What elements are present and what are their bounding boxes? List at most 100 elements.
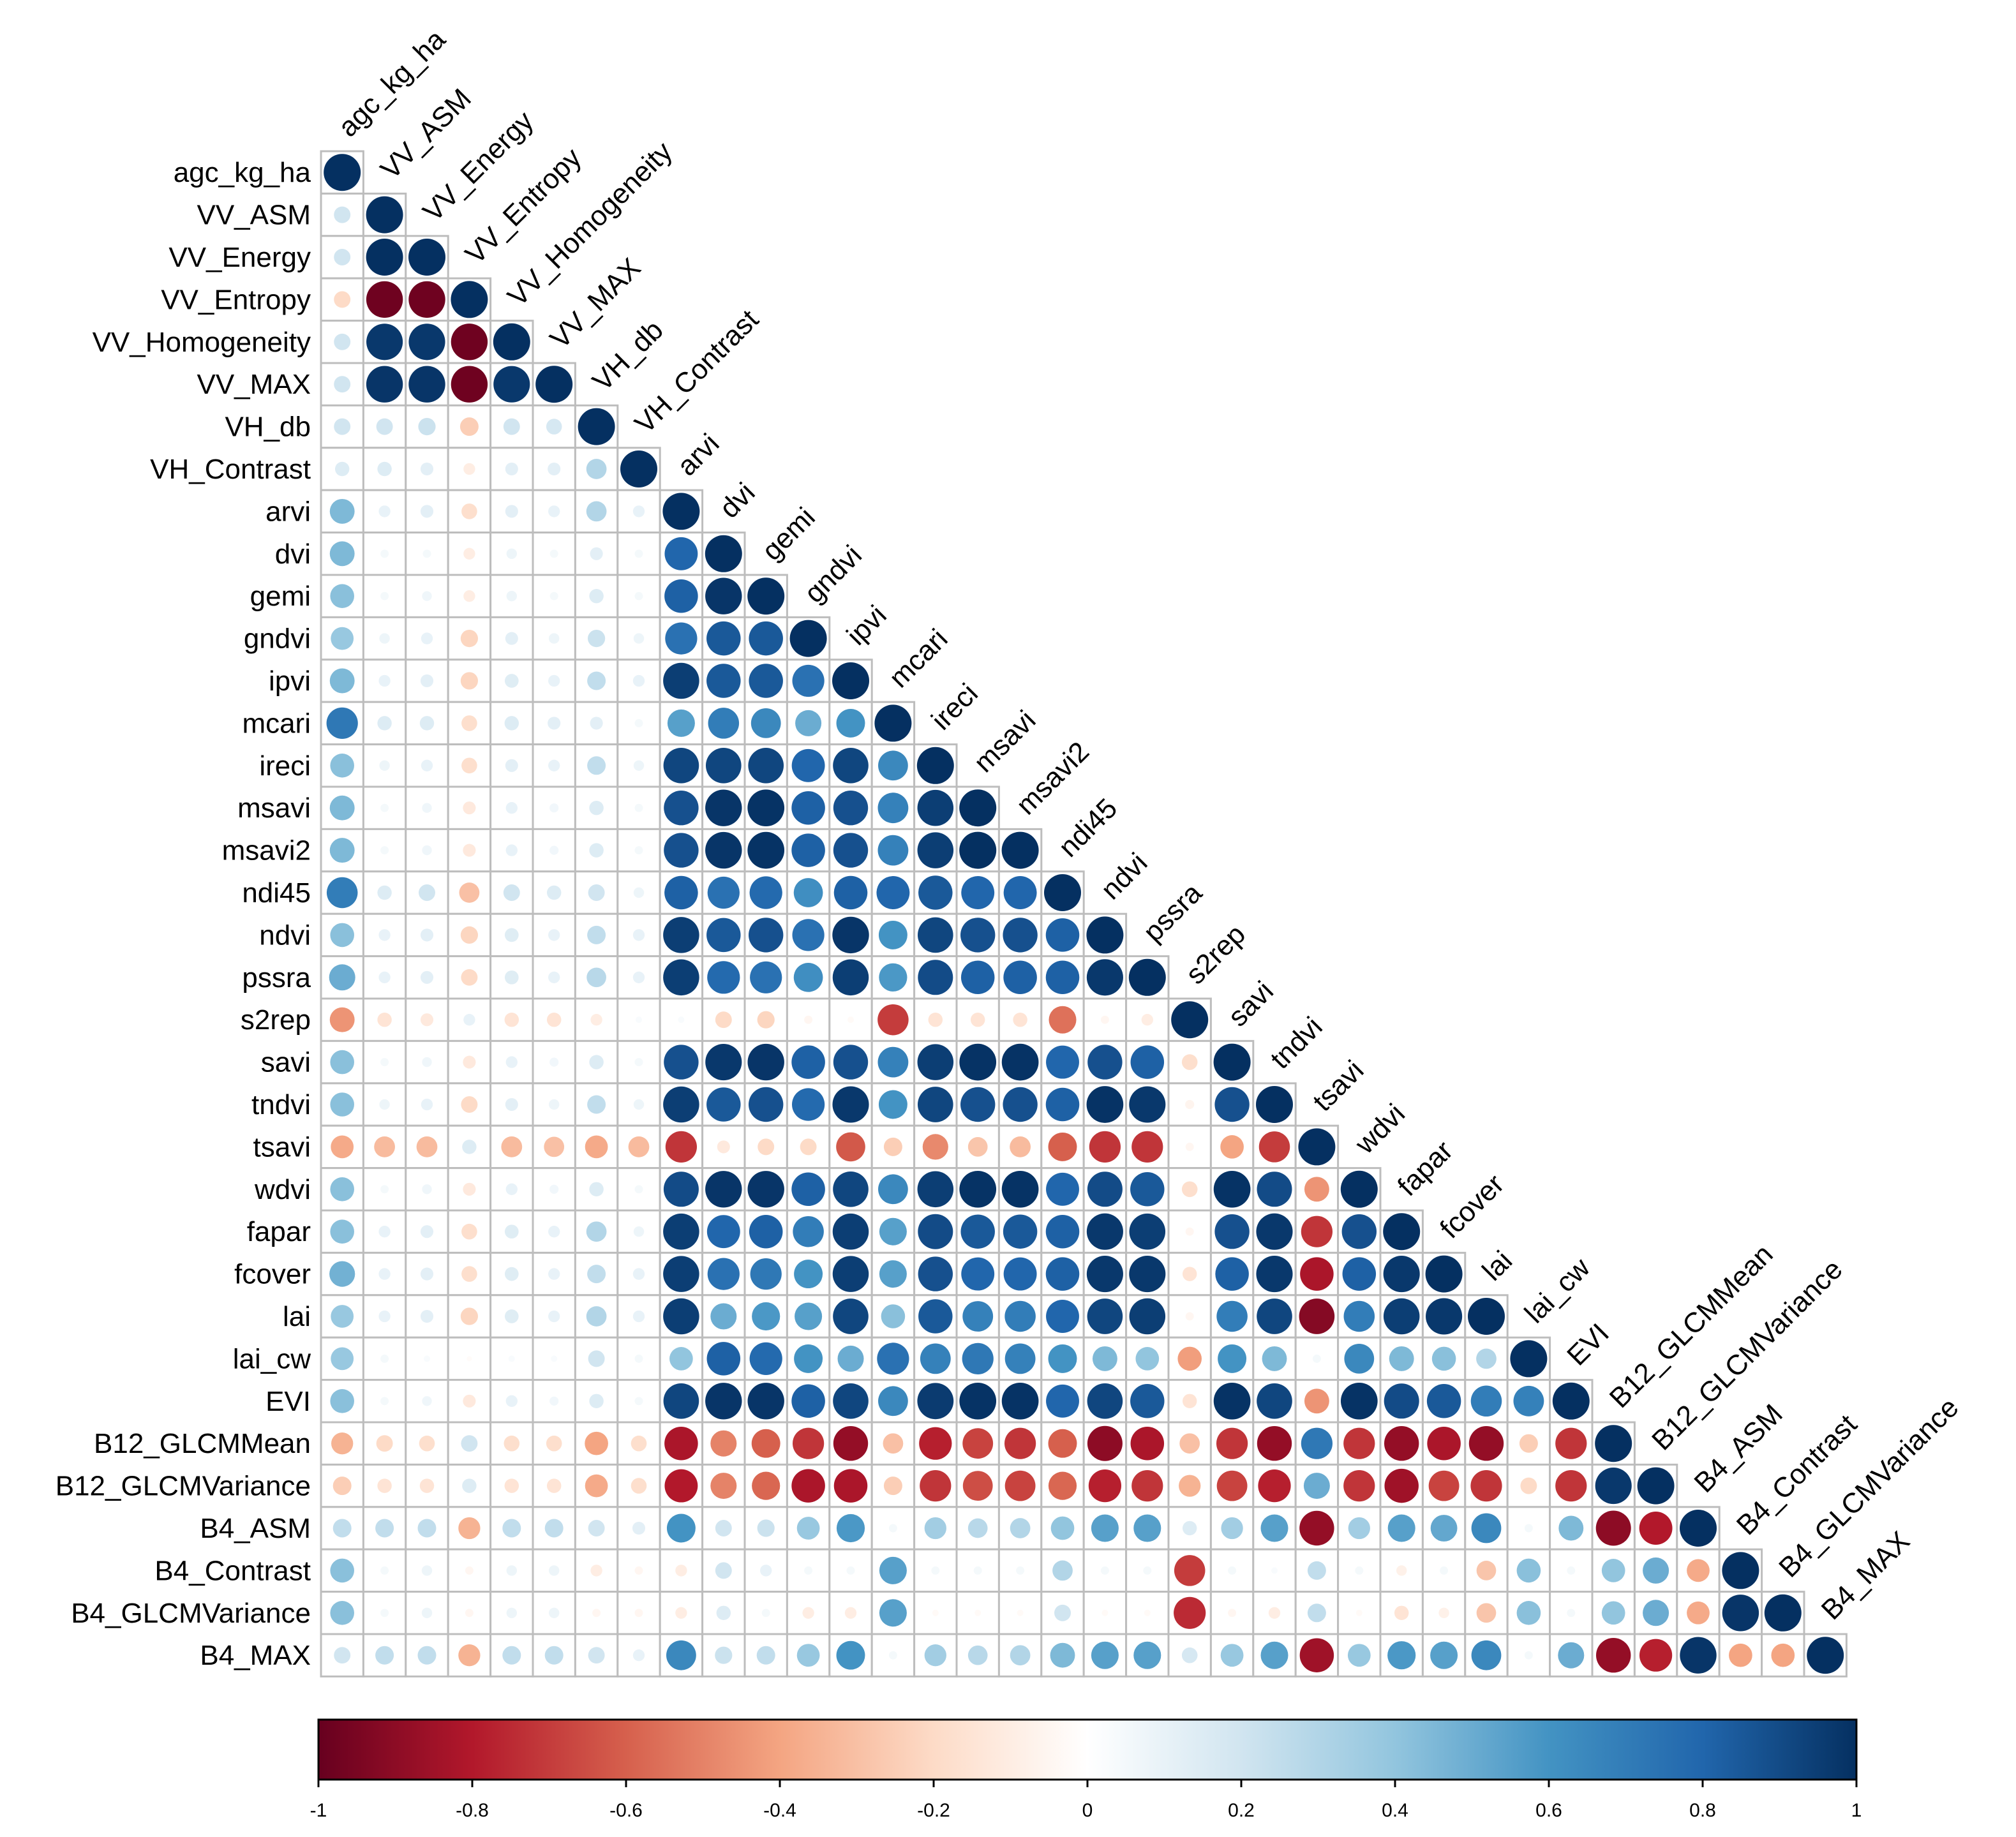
corr-circle-tsavi-VV_ASM [374, 1136, 395, 1157]
corr-circle-tsavi-gndvi [800, 1138, 817, 1156]
corr-circle-B4_GLCMVariance-B12_GLCMMean [1601, 1601, 1625, 1625]
row-label: s2rep [241, 1004, 311, 1036]
corr-circle-dvi-dvi [705, 535, 742, 572]
corr-circle-msavi2-msavi [959, 831, 997, 869]
row-label: fapar [247, 1216, 311, 1247]
row-label: VV_Homogeneity [93, 327, 311, 358]
corr-circle-ndi45-VV_Energy [419, 884, 435, 901]
corr-circle-B12_GLCMMean-EVI [1555, 1427, 1587, 1459]
corr-circle-ndi45-ndi45 [1044, 874, 1081, 911]
corr-circle-tsavi-mcari [883, 1137, 902, 1156]
corr-circle-B4_GLCMVariance-pssra [1144, 1609, 1151, 1616]
row-label: B4_GLCMVariance [71, 1598, 311, 1629]
corr-circle-fcover-VV_Entropy [461, 1266, 477, 1282]
corr-circle-B4_ASM-VV_Homogeneity [502, 1519, 521, 1538]
corr-circle-gndvi-arvi [665, 622, 698, 655]
corr-circle-pssra-VV_Entropy [461, 969, 478, 986]
corr-circle-lai_cw-ndi45 [1048, 1344, 1077, 1373]
row-label: savi [261, 1047, 311, 1078]
corr-circle-EVI-fapar [1384, 1383, 1419, 1419]
row-label: ndvi [259, 919, 311, 951]
corr-circle-pssra-VV_Energy [420, 971, 434, 984]
corr-circle-ndvi-VH_Contrast [632, 929, 645, 941]
corr-circle-fcover-arvi [663, 1256, 699, 1292]
corr-circle-fapar-pssra [1129, 1213, 1166, 1250]
corr-circle-fapar-s2rep [1185, 1227, 1194, 1236]
corr-circle-pssra-VV_ASM [378, 971, 391, 983]
row-label: EVI [265, 1386, 311, 1417]
corr-circle-gemi-agc_kg_ha [330, 584, 354, 608]
corr-circle-s2rep-VV_ASM [377, 1012, 392, 1027]
corr-circle-EVI-VH_Contrast [634, 1397, 643, 1406]
corr-circle-lai-s2rep [1185, 1312, 1194, 1321]
corr-circle-fapar-msavi2 [1003, 1214, 1038, 1249]
corr-circle-fapar-arvi [663, 1213, 699, 1250]
corr-circle-B12_GLCMVariance-VH_db [585, 1474, 608, 1498]
corr-circle-wdvi-VV_ASM [380, 1185, 389, 1194]
corr-circle-lai-dvi [710, 1303, 737, 1330]
corr-circle-B4_MAX-lai_cw [1524, 1651, 1533, 1660]
corr-circle-fcover-VH_Contrast [632, 1268, 645, 1280]
corr-circle-pssra-msavi [960, 960, 995, 995]
corr-circle-gemi-VV_MAX [549, 591, 558, 600]
row-label: msavi2 [222, 835, 311, 866]
corr-circle-mcari-mcari [874, 704, 912, 742]
corr-circle-ipvi-VV_ASM [378, 674, 391, 687]
column-label: ndi45 [1052, 792, 1123, 863]
corr-circle-msavi2-VV_MAX [549, 845, 559, 855]
corr-circle-dvi-arvi [664, 537, 698, 570]
corr-circle-ndvi-ireci [917, 917, 953, 953]
corr-circle-lai_cw-arvi [669, 1347, 693, 1371]
corr-circle-s2rep-agc_kg_ha [329, 1007, 355, 1032]
row-label: tsavi [253, 1131, 311, 1163]
corr-circle-savi-ndi45 [1046, 1045, 1079, 1079]
corr-circle-B12_GLCMMean-VH_db [585, 1431, 608, 1455]
grid-cell [489, 1633, 534, 1677]
corr-circle-ndi45-msavi2 [1003, 876, 1037, 909]
corr-circle-EVI-gndvi [791, 1384, 825, 1418]
corr-circle-s2rep-VV_Entropy [463, 1014, 475, 1026]
corr-circle-savi-gemi [747, 1043, 784, 1081]
corr-circle-ndi45-dvi [707, 876, 740, 909]
colorbar-tick-label: 0.2 [1228, 1800, 1255, 1821]
corr-circle-fapar-ireci [918, 1214, 953, 1249]
corr-circle-wdvi-pssra [1130, 1172, 1165, 1207]
corr-circle-ndi45-agc_kg_ha [326, 877, 358, 909]
corr-circle-B4_ASM-fapar [1387, 1514, 1415, 1542]
corr-circle-B12_GLCMMean-fcover [1427, 1426, 1461, 1461]
grid-cell [1718, 1633, 1763, 1677]
corr-circle-wdvi-agc_kg_ha [330, 1177, 354, 1201]
corr-circle-wdvi-VV_Homogeneity [505, 1183, 518, 1195]
corr-circle-tsavi-ndi45 [1048, 1132, 1077, 1161]
corr-circle-lai_cw-agc_kg_ha [331, 1347, 354, 1371]
corr-circle-VH_Contrast-VV_ASM [377, 461, 392, 477]
corr-circle-B4_MAX-B4_GLCMVariance [1771, 1643, 1795, 1667]
corr-circle-B12_GLCMMean-agc_kg_ha [331, 1432, 354, 1455]
corr-circle-B4_GLCMVariance-B4_Contrast [1722, 1595, 1759, 1632]
corr-circle-tndvi-ipvi [832, 1086, 869, 1123]
corr-circle-B4_MAX-VV_Homogeneity [502, 1646, 521, 1665]
corr-circle-ndi45-mcari [876, 876, 910, 909]
corr-circle-B12_GLCMMean-B12_GLCMMean [1595, 1425, 1632, 1462]
row-label: msavi [237, 792, 311, 824]
corr-circle-ndvi-VV_ASM [378, 929, 391, 941]
corr-circle-B4_MAX-savi [1220, 1644, 1244, 1667]
corr-circle-ndi45-VV_Homogeneity [503, 884, 520, 901]
corr-circle-B12_GLCMVariance-pssra [1131, 1469, 1163, 1502]
corr-circle-B4_Contrast-gndvi [804, 1566, 813, 1575]
column-label: VH_db [586, 315, 669, 398]
corr-circle-pssra-ndvi [1086, 959, 1123, 996]
corr-circle-lai_cw-gndvi [794, 1344, 823, 1373]
corr-circle-gndvi-VV_Homogeneity [505, 632, 518, 645]
corr-circle-EVI-fcover [1426, 1384, 1461, 1418]
corr-circle-VV_Homogeneity-VV_ASM [366, 324, 403, 361]
corr-circle-ndvi-ipvi [832, 916, 869, 954]
corr-circle-fcover-wdvi [1342, 1257, 1377, 1291]
corr-circle-msavi-VV_ASM [380, 803, 389, 812]
corr-circle-msavi-ipvi [833, 791, 869, 826]
corr-circle-B12_GLCMMean-tsavi [1301, 1427, 1333, 1459]
grid-cell [405, 1251, 449, 1297]
corr-circle-fcover-ireci [918, 1256, 953, 1291]
corr-circle-B4_Contrast-fapar [1396, 1565, 1407, 1576]
corr-circle-mcari-dvi [708, 708, 740, 739]
